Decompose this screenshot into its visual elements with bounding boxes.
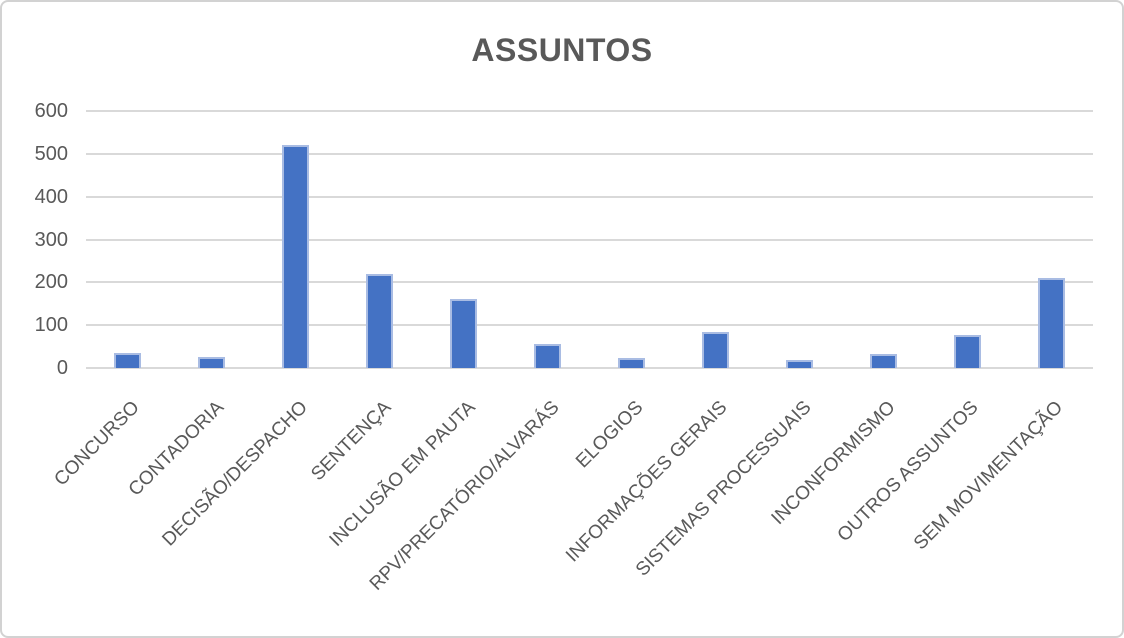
y-axis-tick-label: 600 bbox=[34, 100, 68, 122]
x-axis-tick-label: DECISÃO/DESPACHO bbox=[158, 397, 312, 551]
x-axis-tick-label: SEM MOVIMENTAÇÃO bbox=[909, 397, 1067, 555]
chart-title: ASSUNTOS bbox=[471, 32, 653, 68]
x-axis-tick-label: INCLUSÃO EM PAUTA bbox=[325, 397, 480, 551]
bar bbox=[617, 357, 645, 368]
gridline bbox=[86, 281, 1093, 284]
y-axis-tick-label: 400 bbox=[34, 185, 68, 208]
y-axis-tick-label: 100 bbox=[34, 314, 68, 337]
x-axis-tick-label: ELOGIOS bbox=[571, 397, 648, 473]
y-axis-tick-label: 0 bbox=[56, 357, 68, 379]
bar bbox=[869, 353, 897, 368]
bar bbox=[282, 145, 310, 368]
gridline bbox=[86, 195, 1093, 198]
bar bbox=[785, 360, 813, 368]
bar bbox=[366, 273, 394, 368]
gridline bbox=[86, 324, 1093, 327]
bar bbox=[450, 299, 478, 368]
x-axis-tick-label: SENTENÇA bbox=[307, 397, 396, 486]
bar bbox=[198, 357, 226, 368]
gridline bbox=[86, 238, 1093, 241]
x-axis-tick-label: OUTROS ASSUNTOS bbox=[833, 397, 983, 546]
bar bbox=[701, 332, 729, 368]
x-axis-tick-label: CONCURSO bbox=[50, 397, 144, 491]
y-axis-tick-label: 300 bbox=[34, 228, 68, 251]
gridline bbox=[86, 152, 1093, 155]
bar bbox=[534, 344, 562, 368]
bar bbox=[953, 334, 981, 368]
x-axis-tick-label: SISTEMAS PROCESSUAIS bbox=[631, 397, 816, 581]
gridline bbox=[86, 110, 1093, 112]
bar bbox=[1037, 278, 1065, 368]
y-axis-tick-label: 200 bbox=[34, 271, 68, 294]
y-axis-tick-label: 500 bbox=[34, 142, 68, 165]
bar bbox=[114, 352, 142, 368]
x-axis-tick-label: INFORMAÇÕES GERAIS bbox=[561, 397, 732, 567]
gridline bbox=[86, 367, 1093, 369]
